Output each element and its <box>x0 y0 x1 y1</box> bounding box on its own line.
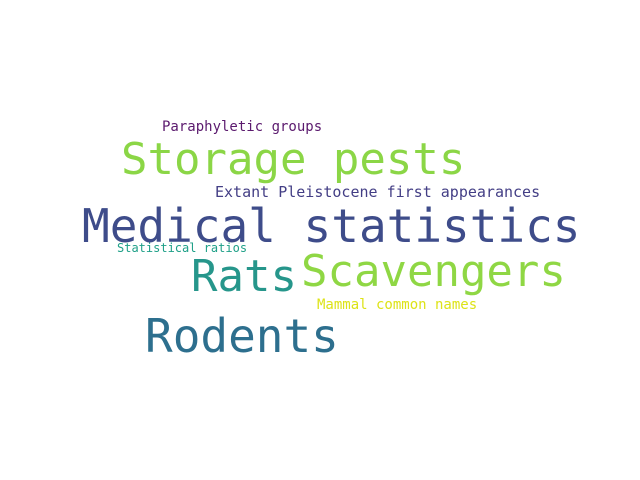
word-statistical-ratios: Statistical ratios <box>117 241 248 255</box>
word-medical-statistics: Medical statistics <box>82 199 581 253</box>
word-mammal-common-names: Mammal common names <box>317 297 478 313</box>
word-rats: Rats <box>191 251 297 302</box>
word-storage-pests: Storage pests <box>121 134 466 185</box>
word-rodents: Rodents <box>145 309 339 363</box>
word-scavengers: Scavengers <box>301 246 566 297</box>
word-extant-pleistocene-first-appearances: Extant Pleistocene first appearances <box>215 183 541 201</box>
word-paraphyletic-groups: Paraphyletic groups <box>162 119 323 135</box>
